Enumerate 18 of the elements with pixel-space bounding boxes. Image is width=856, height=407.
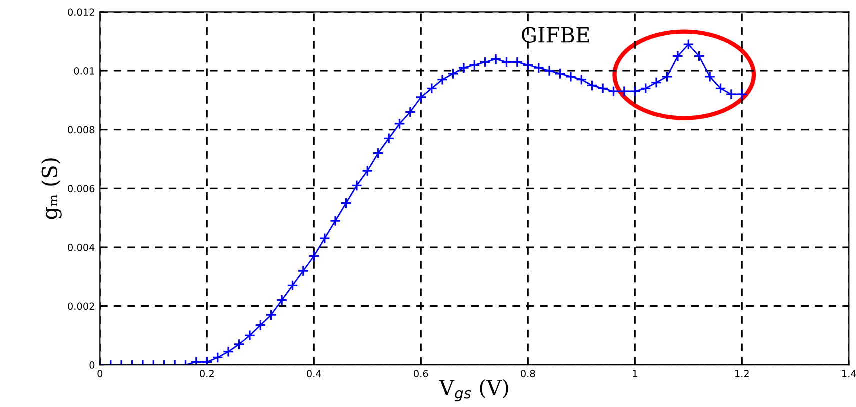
y-tick-label: 0.006	[68, 185, 95, 192]
x-tick-label: 1	[633, 370, 638, 378]
y-tick-label: 0.012	[68, 8, 94, 16]
y-tick-label: 0.008	[68, 126, 95, 134]
y-tick-label: 0.01	[74, 68, 94, 75]
annotation: GIFBE	[522, 27, 590, 43]
x-tick-label: 0.6	[414, 370, 428, 378]
y-axis-title: gₘ (S)	[41, 158, 62, 220]
x-tick-label: 1.4	[842, 370, 856, 378]
x-tick-label: 0.8	[521, 370, 536, 378]
x-axis-title: V$_{gs}$ (V)	[439, 379, 508, 402]
x-tick-label: 0	[98, 370, 103, 378]
y-tick-label: 0.004	[68, 244, 95, 252]
x-tick-label: 1.2	[735, 370, 749, 378]
y-tick-label: 0	[90, 362, 95, 369]
x-tick-label: 0.4	[307, 370, 322, 378]
y-tick-label: 0.002	[68, 302, 94, 310]
x-tick-label: 0.2	[200, 370, 214, 378]
